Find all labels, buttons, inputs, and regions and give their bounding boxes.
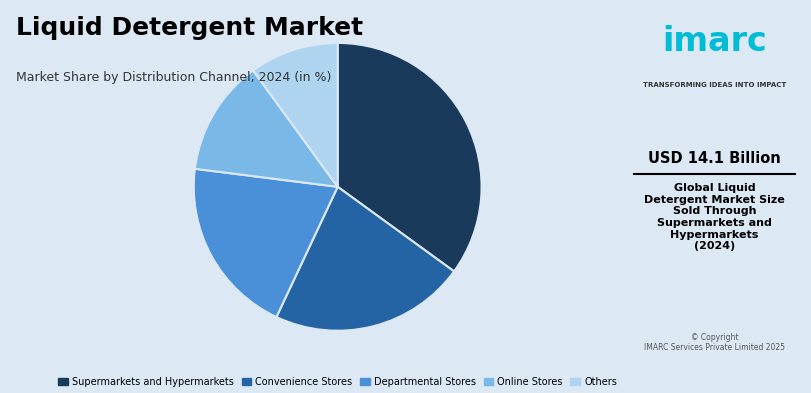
- Text: Global Liquid
Detergent Market Size
Sold Through
Supermarkets and
Hypermarkets
(: Global Liquid Detergent Market Size Sold…: [644, 183, 785, 251]
- Wedge shape: [337, 43, 482, 272]
- Text: Market Share by Distribution Channel, 2024 (in %): Market Share by Distribution Channel, 20…: [16, 71, 332, 84]
- Text: imarc: imarc: [662, 25, 766, 58]
- Legend: Supermarkets and Hypermarkets, Convenience Stores, Departmental Stores, Online S: Supermarkets and Hypermarkets, Convenien…: [54, 373, 621, 391]
- Text: Liquid Detergent Market: Liquid Detergent Market: [16, 16, 363, 40]
- Wedge shape: [195, 70, 337, 187]
- Text: USD 14.1 Billion: USD 14.1 Billion: [648, 151, 781, 166]
- Wedge shape: [277, 187, 454, 331]
- Wedge shape: [253, 43, 337, 187]
- Wedge shape: [194, 169, 337, 317]
- Text: © Copyright
IMARC Services Private Limited 2025: © Copyright IMARC Services Private Limit…: [644, 333, 785, 352]
- Text: TRANSFORMING IDEAS INTO IMPACT: TRANSFORMING IDEAS INTO IMPACT: [642, 83, 786, 88]
